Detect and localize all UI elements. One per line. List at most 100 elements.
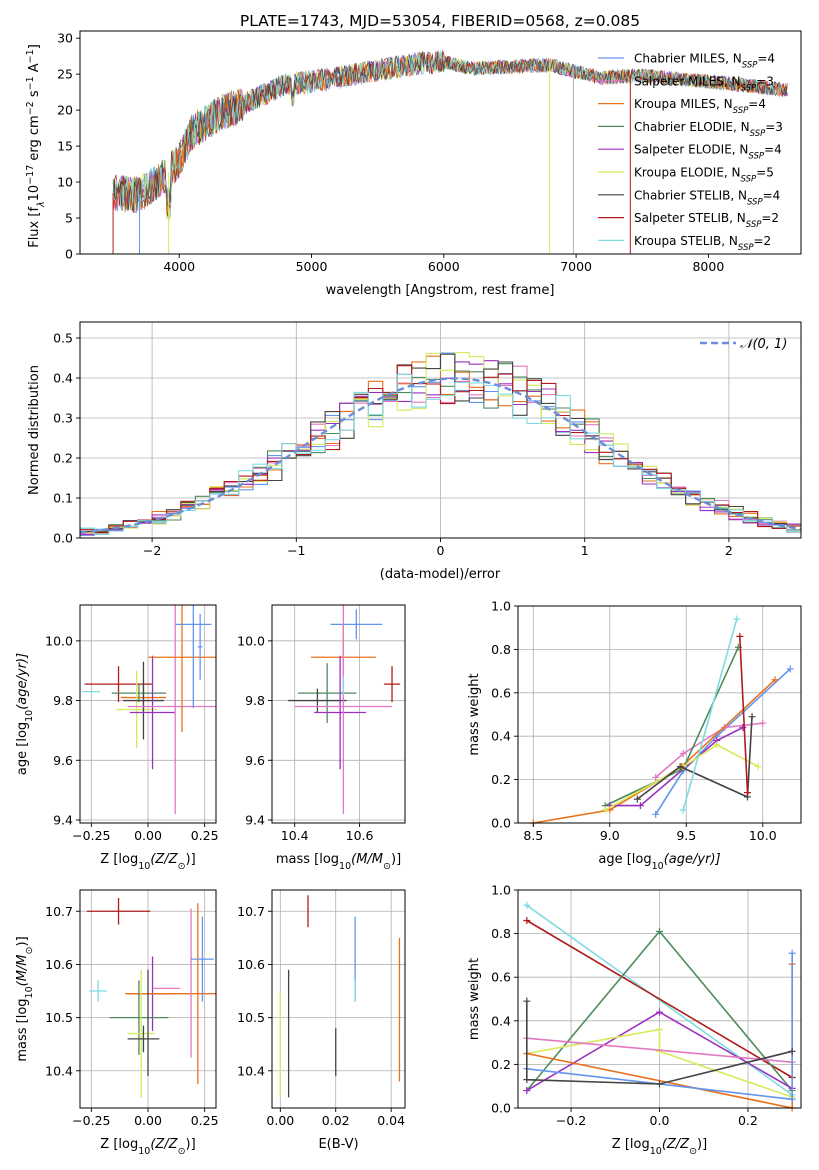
- y-tick-label: 9.8: [245, 693, 265, 708]
- x-axis-label: E(B-V): [318, 1137, 358, 1152]
- label-part: )]: [391, 852, 401, 867]
- label-part: Z [log: [612, 1137, 650, 1152]
- plus-marker: [652, 810, 660, 818]
- label-part: λ: [36, 201, 47, 208]
- mass-weight-line: [636, 716, 753, 800]
- plus-marker: [771, 676, 779, 684]
- y-tick-label: 30: [57, 31, 73, 46]
- residual-histogram-panel: −2 −1 0 1 2 0.0 0.1 0.2 0.3 0.4 0.5 𝒩(0, 1) (data-mo…: [27, 321, 802, 582]
- label-part: 10: [27, 185, 42, 202]
- label-part: 10: [339, 861, 351, 872]
- y-tick-label: 0.2: [491, 1057, 511, 1072]
- legend-label: Salpeter STELIB, NSSP=2: [634, 211, 779, 230]
- y-tick-label: 10.0: [45, 633, 73, 648]
- plus-marker: [523, 1087, 531, 1095]
- label-part: mass weight: [467, 958, 482, 1040]
- x-tick-label: 7000: [560, 259, 592, 274]
- y-tick-label: 0.6: [491, 970, 511, 985]
- label-part: (M/M: [15, 954, 30, 986]
- plus-marker: [786, 665, 794, 673]
- x-tick-label: 9.5: [676, 828, 696, 843]
- x-axis-label: mass [log10(M/M⊙)]: [276, 852, 401, 872]
- label-part: SSP: [747, 197, 763, 207]
- label-part: (Z/Z: [150, 852, 178, 867]
- y-tick-label: 0.4: [491, 1013, 511, 1028]
- label-part: Z [log: [100, 1137, 138, 1152]
- label-part: (Z/Z: [662, 1137, 690, 1152]
- plus-marker: [523, 997, 531, 1005]
- x-tick-label: −2: [143, 543, 161, 558]
- x-tick-label: 2: [725, 543, 733, 558]
- plus-marker: [636, 802, 644, 810]
- plus-marker: [656, 1026, 663, 1034]
- label-part: −2: [25, 101, 36, 115]
- y-tick-label: 10.0: [237, 633, 265, 648]
- label-part: ⊙: [689, 1146, 697, 1157]
- label-part: 10: [652, 861, 664, 872]
- y-tick-label: 10.4: [237, 1063, 265, 1078]
- y-tick-label: 9.4: [245, 813, 265, 828]
- x-tick-label: 0.00: [134, 1113, 162, 1128]
- mass-weight-line: [609, 726, 744, 807]
- x-tick-label: 8000: [692, 259, 724, 274]
- label-part: −1: [25, 76, 36, 90]
- x-tick-label: 0.04: [377, 1113, 405, 1128]
- plus-marker: [656, 1008, 663, 1016]
- x-tick-label: 0.25: [191, 828, 219, 843]
- x-tick-label: 8.5: [523, 828, 543, 843]
- label-part: ⊙: [24, 947, 35, 955]
- axes-frame: [271, 889, 406, 1109]
- plus-marker: [754, 763, 762, 771]
- x-tick-label: −0.25: [72, 1113, 110, 1128]
- label-part: SSP: [738, 243, 754, 253]
- mass-weight-line: [526, 1037, 793, 1063]
- plus-marker: [733, 615, 741, 623]
- label-part: SSP: [750, 129, 766, 139]
- x-tick-label: 6000: [428, 259, 460, 274]
- label-part: erg cm: [27, 115, 42, 164]
- label-part: ]: [27, 44, 42, 49]
- y-tick-label: 10.6: [237, 957, 265, 972]
- y-tick-label: 0.0: [491, 816, 511, 831]
- label-part: =4: [748, 97, 766, 111]
- label-part: Salpeter STELIB, N: [634, 211, 746, 225]
- y-tick-label: 0.3: [53, 411, 73, 426]
- plus-marker: [679, 750, 687, 758]
- x-tick-label: 9.0: [600, 828, 620, 843]
- y-tick-label: 20: [57, 103, 73, 118]
- label-part: −1: [25, 49, 36, 63]
- y-axis-label: mass [log10(M/M⊙)]: [15, 936, 35, 1061]
- label-part: 10: [24, 710, 35, 722]
- label-part: s: [27, 90, 42, 101]
- x-tick-label: 0.2: [738, 1113, 758, 1128]
- x-axis-label: Z [log10(Z/Z⊙)]: [100, 1137, 195, 1157]
- y-axis-label: mass weight: [467, 958, 482, 1040]
- x-axis-label: Z [log10(Z/Z⊙)]: [100, 852, 195, 872]
- age-vs-mass-panel: 10.4 10.6 9.4 9.6 9.8 10.0 mass [log10(M/M⊙)]: [237, 604, 406, 872]
- label-part: 10: [24, 986, 35, 998]
- x-tick-label: 5000: [296, 259, 328, 274]
- y-tick-label: 9.4: [53, 813, 73, 828]
- plus-marker: [676, 763, 684, 771]
- spectrum-panel: 4000 5000 6000 7000 8000 0 5 10 15 20 25 30 PLATE=17…: [25, 12, 802, 298]
- legend-label: Chabrier MILES, NSSP=4: [634, 52, 775, 71]
- plus-marker: [679, 806, 687, 814]
- label-part: SSP: [748, 152, 764, 162]
- mass-weight-line: [682, 618, 738, 811]
- label-part: Kroupa MILES, N: [634, 97, 733, 111]
- plus-marker: [523, 901, 531, 909]
- label-part: =4: [764, 143, 782, 157]
- y-tick-label: 0.4: [491, 729, 511, 744]
- x-tick-label: 0.02: [322, 1113, 350, 1128]
- plus-marker: [656, 1080, 663, 1088]
- mass-weight-vs-age-panel: 8.5 9.0 9.5 10.0 0.0 0.2 0.4 0.6 0.8 1.0 age [log1…: [467, 599, 802, 872]
- y-tick-label: 0.5: [53, 331, 73, 346]
- x-axis-label: (data-model)/error: [380, 567, 501, 582]
- label-part: =4: [757, 52, 775, 66]
- y-tick-label: 9.6: [245, 753, 265, 768]
- plus-marker: [788, 949, 796, 957]
- y-tick-label: 10.4: [45, 1063, 73, 1078]
- plot-background: [272, 890, 405, 1108]
- x-tick-label: 10.0: [749, 828, 777, 843]
